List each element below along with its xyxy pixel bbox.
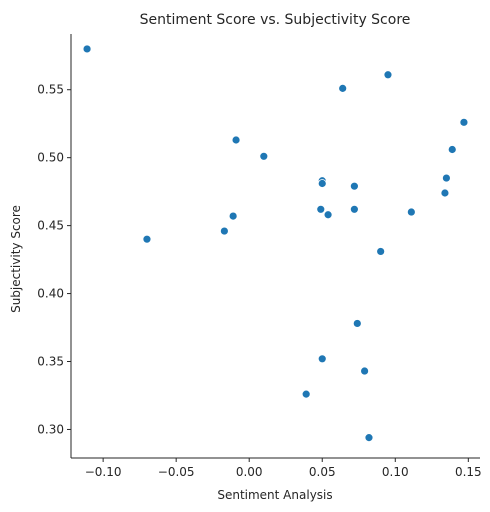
data-point	[316, 204, 326, 214]
data-point	[301, 389, 311, 399]
data-point	[231, 135, 241, 145]
data-point	[317, 179, 327, 188]
x-tick-label: −0.10	[85, 465, 122, 479]
data-point	[228, 211, 238, 221]
y-axis-ticks: 0.30 0.35 0.40 0.45 0.50 0.55	[37, 83, 71, 436]
data-point	[142, 234, 152, 244]
y-tick-label: 0.45	[37, 219, 64, 233]
data-point	[349, 204, 359, 214]
data-point	[338, 83, 348, 93]
y-tick-label: 0.55	[37, 83, 64, 97]
x-tick-label: 0.00	[236, 465, 263, 479]
data-point	[440, 188, 450, 198]
data-point	[323, 210, 333, 220]
data-point	[360, 366, 370, 376]
y-tick-label: 0.50	[37, 151, 64, 165]
data-point	[459, 117, 469, 127]
data-point	[364, 433, 374, 443]
data-point	[447, 145, 457, 154]
data-point	[349, 181, 359, 191]
points-layer	[82, 44, 469, 443]
data-point	[219, 226, 229, 236]
y-axis-label: Subjectivity Score	[9, 205, 23, 313]
x-tick-label: 0.05	[309, 465, 336, 479]
y-tick-label: 0.40	[37, 287, 64, 301]
data-point	[82, 44, 92, 54]
data-point	[383, 70, 393, 80]
x-tick-label: 0.10	[382, 465, 409, 479]
data-point	[406, 207, 416, 217]
y-tick-label: 0.30	[37, 422, 64, 436]
y-tick-label: 0.35	[37, 355, 64, 369]
data-point	[442, 173, 451, 183]
x-tick-label: 0.15	[455, 465, 482, 479]
x-axis-label: Sentiment Analysis	[217, 488, 332, 502]
x-tick-label: −0.05	[158, 465, 195, 479]
data-point	[376, 247, 386, 256]
data-point	[352, 319, 362, 328]
data-point	[317, 354, 327, 364]
chart-title: Sentiment Score vs. Subjectivity Score	[140, 12, 411, 28]
x-axis-ticks: −0.10 −0.05 0.00 0.05 0.10 0.15	[85, 458, 482, 479]
data-point	[259, 151, 269, 161]
